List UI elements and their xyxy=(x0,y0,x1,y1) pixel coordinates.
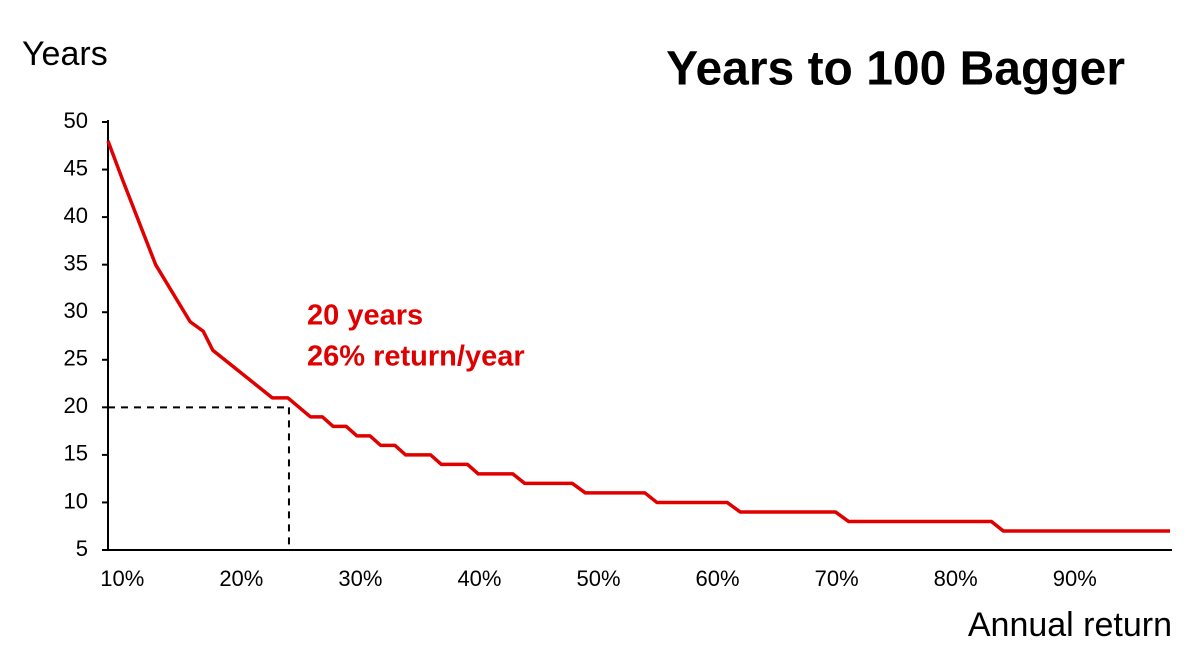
y-axis-label: Years xyxy=(22,35,108,73)
y-tick-label: 40 xyxy=(64,203,88,228)
y-tick-label: 15 xyxy=(64,441,88,466)
x-tick-label: 40% xyxy=(457,566,501,591)
x-tick-label: 30% xyxy=(338,566,382,591)
x-tick-label: 10% xyxy=(100,566,144,591)
x-tick-label: 20% xyxy=(219,566,263,591)
y-tick-label: 5 xyxy=(76,536,88,561)
annotation: 20 years xyxy=(307,300,423,332)
chart-title: Years to 100 Bagger xyxy=(666,43,1125,96)
x-tick-label: 70% xyxy=(815,566,859,591)
y-tick-label: 20 xyxy=(64,393,88,418)
x-tick-label: 60% xyxy=(696,566,740,591)
x-tick-label: 80% xyxy=(934,566,978,591)
line xyxy=(106,140,1170,533)
y-tick-label: 30 xyxy=(64,298,88,323)
y-tick-label: 35 xyxy=(64,250,88,275)
x-axis-label: Annual return xyxy=(968,606,1172,644)
y-tick-label: 25 xyxy=(64,346,88,371)
y-tick-label: 45 xyxy=(64,155,88,180)
x-tick-label: 90% xyxy=(1053,566,1097,591)
y-tick-label: 10 xyxy=(64,488,88,513)
x-tick-label: 50% xyxy=(576,566,620,591)
annotation: 26% return/year xyxy=(307,341,525,373)
y-tick-label: 50 xyxy=(64,108,88,133)
